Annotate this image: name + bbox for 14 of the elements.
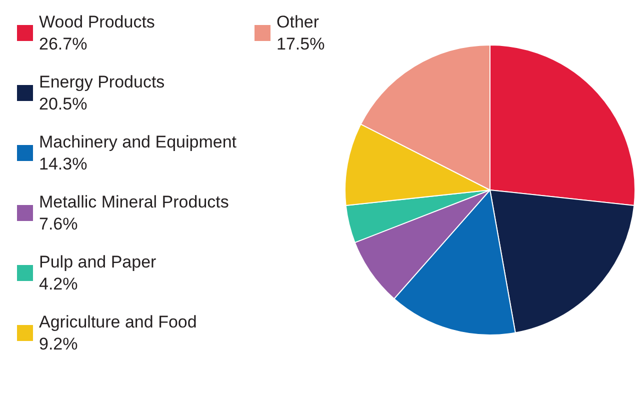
legend-label: Other [276,12,320,32]
data-label: 7.6% [39,214,78,234]
data-label: 14.3% [39,154,88,174]
data-label: 20.5% [39,94,88,114]
data-label: 26.7% [39,34,88,54]
legend-label: Metallic Mineral Products [39,192,229,212]
data-label: 4.2% [39,274,78,294]
legend-label: Agriculture and Food [39,312,197,332]
legend-label: Machinery and Equipment [39,132,237,152]
legend-label: Pulp and Paper [39,252,157,272]
data-label: 17.5% [276,34,325,54]
legend-label: Wood Products [39,12,155,32]
legend-label: Energy Products [39,72,165,92]
data-label: 9.2% [39,334,78,354]
